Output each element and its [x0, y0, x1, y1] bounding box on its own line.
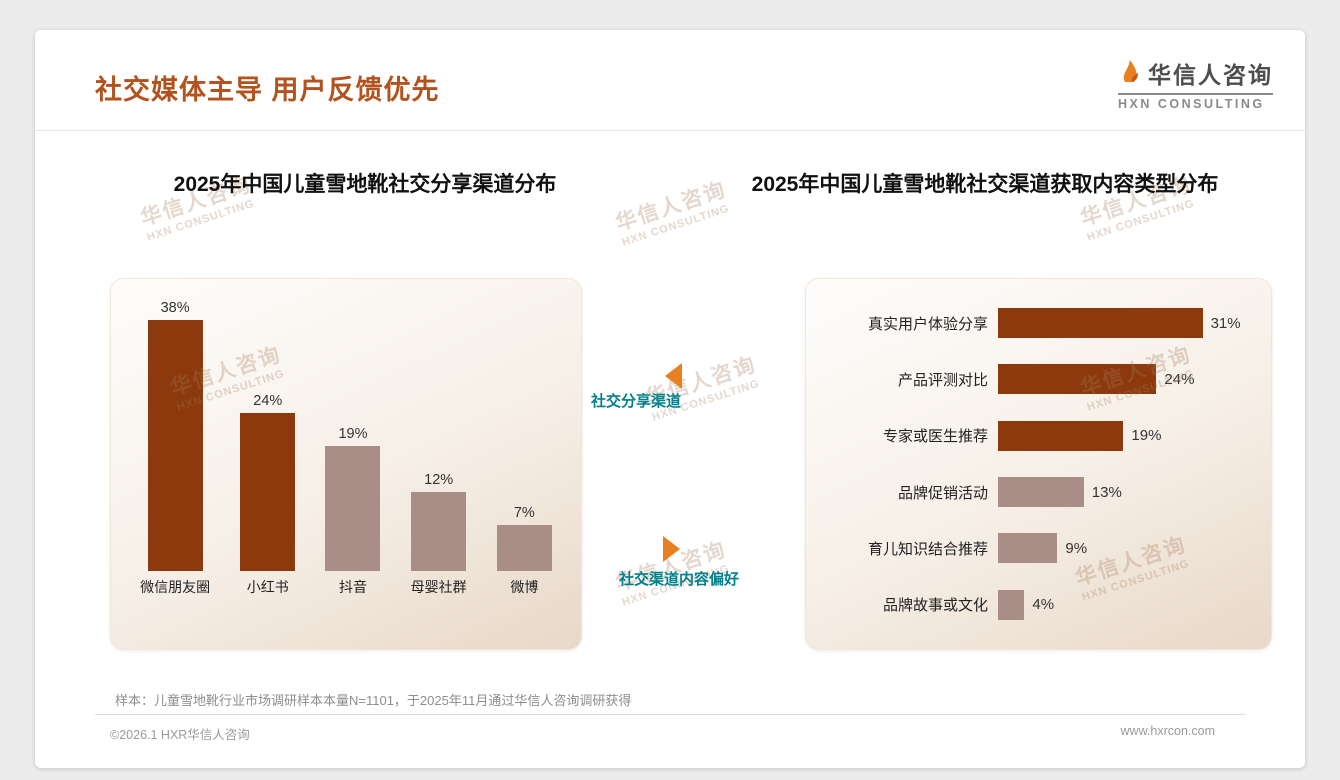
bar-category-label: 专家或医生推荐: [882, 428, 988, 446]
bar-value-label: 19%: [1131, 427, 1162, 445]
bar-group: 产品评测对比 24%: [820, 364, 1257, 395]
watermark: 华信人咨询 HXN CONSULTING: [642, 353, 762, 424]
bar-group: 品牌故事或文化 4%: [820, 589, 1257, 620]
bar-category-label: 微博: [510, 579, 539, 595]
bar-category-label: 产品评测对比: [897, 371, 988, 389]
bar: [325, 445, 381, 571]
bar-value-label: 4%: [1032, 596, 1055, 614]
bar: [998, 420, 1124, 451]
bar-group: 育儿知识结合推荐 9%: [820, 533, 1257, 564]
bar: [998, 589, 1025, 620]
chart-panel-share-channels: 38% 微信朋友圈 24% 小红书 19% 抖音 12% 母婴社群 7% 微博: [110, 278, 582, 650]
bar: [147, 320, 203, 571]
arrow-right-icon: [663, 536, 680, 562]
annotation-content-preference: 社交渠道内容偏好: [619, 571, 740, 588]
arrow-left-icon: [665, 363, 682, 389]
chart-title-right: 2025年中国儿童雪地靴社交渠道获取内容类型分布: [751, 173, 1219, 196]
chart-title-left: 2025年中国儿童雪地靴社交分享渠道分布: [173, 173, 557, 196]
bar-group: 24% 小红书: [240, 392, 296, 597]
bar: [240, 412, 296, 571]
logo-text-cn: 华信人咨询: [1148, 62, 1273, 88]
bar-value-label: 24%: [253, 392, 283, 409]
bar-category-label: 抖音: [338, 579, 367, 595]
logo: 华信人咨询 HXN CONSULTING: [1118, 56, 1273, 111]
bar: [496, 524, 552, 571]
bar-value-label: 9%: [1065, 539, 1088, 557]
bar-value-label: 24%: [1164, 370, 1195, 388]
bar: [998, 477, 1084, 508]
bar-group: 真实用户体验分享 31%: [820, 308, 1257, 339]
bar-group: 专家或医生推荐 19%: [820, 420, 1257, 451]
bar: [998, 308, 1203, 339]
bar-value-label: 13%: [1091, 483, 1122, 501]
website-link[interactable]: www.hxrcon.com: [1120, 724, 1215, 738]
bar-group: 12% 母婴社群: [411, 472, 467, 597]
bar-value-label: 19%: [338, 425, 368, 442]
bar-group: 19% 抖音: [325, 425, 381, 597]
header: 社交媒体主导 用户反馈优先 华信人咨询 HXN CONSULTING: [35, 30, 1305, 131]
bar: [411, 491, 467, 571]
logo-icon: [1118, 58, 1142, 89]
bar-group: 7% 微博: [496, 504, 552, 597]
bar-category-label: 母婴社群: [410, 579, 467, 595]
chart-panel-content-types: 真实用户体验分享 31% 产品评测对比 24% 专家或医生推荐 19% 品牌促销活动 13% 育…: [805, 278, 1272, 650]
bar-category-label: 品牌故事或文化: [882, 597, 988, 615]
bar-category-label: 微信朋友圈: [140, 579, 211, 595]
bar-value-label: 7%: [513, 504, 535, 521]
bar-value-label: 12%: [424, 471, 454, 488]
bar-category-label: 小红书: [246, 579, 289, 595]
footer-divider: [95, 714, 1245, 715]
annotation-share-channel: 社交分享渠道: [591, 393, 682, 410]
logo-text-en: HXN CONSULTING: [1118, 93, 1273, 111]
bar-category-label: 品牌促销活动: [897, 484, 988, 502]
bar-value-label: 31%: [1210, 314, 1241, 332]
copyright-text: ©2026.1 HXR华信人咨询: [110, 728, 250, 742]
bar: [998, 364, 1157, 395]
horizontal-bar-chart: 真实用户体验分享 31% 产品评测对比 24% 专家或医生推荐 19% 品牌促销活动 13% 育…: [806, 279, 1271, 649]
bar-category-label: 育儿知识结合推荐: [867, 540, 988, 558]
bar-group: 38% 微信朋友圈: [140, 300, 210, 597]
page-title: 社交媒体主导 用户反馈优先: [95, 75, 440, 105]
slide-card: 社交媒体主导 用户反馈优先 华信人咨询 HXN CONSULTING 2025年…: [35, 30, 1305, 768]
bar: [998, 533, 1058, 564]
footer: ©2026.1 HXR华信人咨询 www.hxrcon.com: [110, 724, 1215, 743]
bar-category-label: 真实用户体验分享: [867, 315, 988, 333]
bar-value-label: 38%: [160, 300, 190, 317]
sample-footnote: 样本：儿童雪地靴行业市场调研样本本量N=1101，于2025年11月通过华信人咨…: [115, 693, 632, 708]
bar-group: 品牌促销活动 13%: [820, 477, 1257, 508]
vertical-bar-chart: 38% 微信朋友圈 24% 小红书 19% 抖音 12% 母婴社群 7% 微博: [111, 285, 581, 597]
